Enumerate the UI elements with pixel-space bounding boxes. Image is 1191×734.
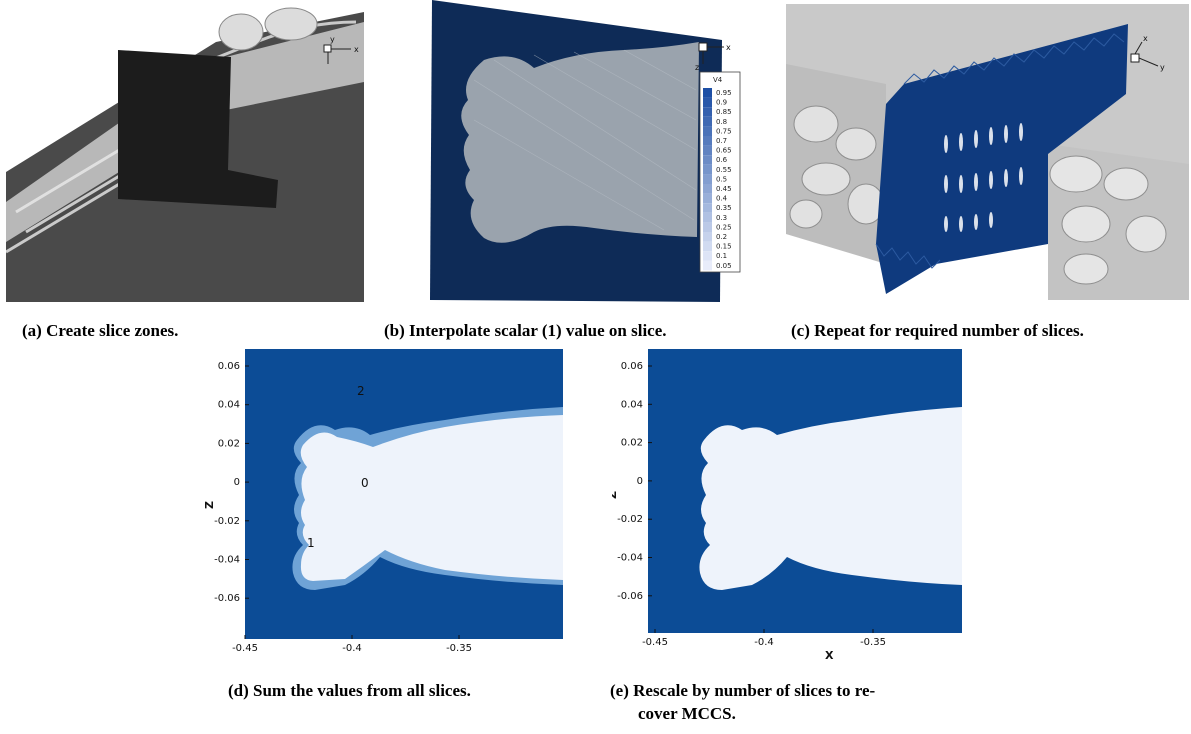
plot-e: 0.06 0.04 0.02 0 -0.02 -0.04 -0.06 -0.45 -0.4 -0… [612, 345, 964, 665]
y-tick-label: -0.06 [617, 591, 643, 602]
caption-c: (c) Repeat for required number of slices… [791, 321, 1084, 340]
legend-level-label: 0.7 [716, 137, 727, 145]
panel-e-image: 0.06 0.04 0.02 0 -0.02 -0.04 -0.06 -0.45 -0.4 -0… [612, 345, 964, 665]
plot-d: 0.06 0.04 0.02 0 -0.02 -0.04 -0.06 -0.45 -0.4 -0… [205, 345, 565, 665]
triad-x-label: x [1143, 34, 1148, 43]
legend-swatch [703, 260, 712, 271]
legend-swatch [703, 164, 712, 175]
legend: V4 0.95 0.90.85 0.80.75 0.7 0.650.6 0.550.5 0.… [699, 71, 741, 273]
legend-swatch [703, 232, 712, 242]
y-tick-label: -0.04 [617, 553, 643, 564]
mccs-region [699, 407, 962, 590]
legend-level-label: 0.25 [716, 223, 732, 231]
legend-level-label: 0.1 [716, 252, 727, 260]
slice-plane [118, 50, 278, 208]
region-label-outer: 2 [357, 384, 365, 398]
x-tick-label: -0.35 [860, 637, 886, 648]
panel-a-render: x y [6, 2, 364, 302]
legend-level-label: 0.8 [716, 118, 727, 126]
x-tick-label: -0.45 [642, 637, 668, 648]
legend-swatch [703, 212, 712, 223]
legend-swatch [703, 251, 712, 261]
caption-a: (a) Create slice zones. [22, 321, 179, 340]
legend-swatch [703, 126, 712, 136]
x-tick-label: -0.35 [446, 643, 472, 654]
legend-swatch [703, 107, 712, 117]
legend-level-label: 0.45 [716, 185, 732, 193]
legend-swatch [703, 222, 712, 232]
triad-z-label: z [695, 63, 699, 72]
legend-swatch [703, 184, 712, 194]
legend-level-label: 0.15 [716, 243, 732, 251]
y-tick-label: 0.06 [218, 361, 240, 372]
panel-d-image: 0.06 0.04 0.02 0 -0.02 -0.04 -0.06 -0.45 -0.4 -0… [205, 345, 565, 665]
legend-level-label: 0.65 [716, 147, 732, 155]
y-tick-label: 0 [637, 476, 643, 487]
panel-b-image: x z V4 0.95 0.9 0.85 0.8 0.75 0.7 0.65 0.6 0.55 0… [424, 0, 744, 302]
caption-d: (d) Sum the values from all slices. [228, 681, 471, 700]
legend-level-label: 0.3 [716, 214, 727, 222]
y-tick-label: 0.06 [621, 361, 643, 372]
legend-swatch [703, 193, 712, 204]
axis-triad: y x [1130, 34, 1165, 72]
legend-swatch [703, 88, 712, 98]
y-tick-label: 0.02 [218, 438, 240, 449]
legend-swatch [703, 203, 712, 213]
x-tick-label: -0.45 [232, 643, 258, 654]
legend-title: V4 [713, 76, 723, 84]
legend-swatch [703, 116, 712, 127]
axis-triad: x z [695, 42, 731, 72]
legend-level-label: 0.5 [716, 175, 727, 183]
axis-triad: x y [323, 35, 359, 64]
x-axis-label: X [825, 649, 834, 662]
x-tick-label: -0.4 [754, 637, 774, 648]
legend-level-label: 0.95 [716, 89, 732, 97]
triad-x-label: x [726, 43, 731, 52]
panel-c-image: y x [786, 4, 1189, 300]
y-tick-label: -0.06 [214, 593, 240, 604]
y-tick-label: 0 [234, 477, 240, 488]
x-tick-label: -0.4 [342, 643, 362, 654]
legend-swatch [703, 155, 712, 165]
slice-stack [876, 24, 1128, 294]
legend-swatch [703, 174, 712, 184]
caption-e-line2: cover MCCS. [638, 704, 736, 723]
panel-c-render: y x [786, 4, 1189, 300]
triad-y-label: y [330, 35, 335, 44]
legend-level-label: 0.6 [716, 156, 728, 164]
legend-level-label: 0.9 [716, 99, 727, 107]
legend-swatch [703, 145, 712, 156]
y-axis-label: Z [205, 501, 216, 509]
triad-x-label: x [354, 45, 359, 54]
legend-level-label: 0.05 [716, 262, 732, 270]
y-axis-label: Z [612, 491, 619, 499]
legend-swatch [703, 241, 712, 252]
caption-e-line1: (e) Rescale by number of slices to re- [610, 681, 876, 700]
inner-region [300, 415, 563, 581]
y-tick-label: 0.04 [218, 400, 240, 411]
legend-level-label: 0.4 [716, 195, 728, 203]
wavy-surface [6, 22, 364, 242]
y-tick-label: -0.04 [214, 555, 240, 566]
caption-b: (b) Interpolate scalar (1) value on slic… [384, 321, 667, 340]
y-tick-label: -0.02 [617, 514, 643, 525]
legend-level-label: 0.55 [716, 166, 732, 174]
y-tick-label: 0.02 [621, 438, 643, 449]
legend-level-label: 0.35 [716, 204, 732, 212]
y-tick-label: 0.04 [621, 399, 643, 410]
region-label-edge: 1 [307, 536, 315, 550]
panel-b-render: x z V4 0.950.90.850.80.750.70.650.60.550… [424, 0, 744, 302]
legend-swatch [703, 136, 712, 146]
interpolated-region [461, 42, 699, 243]
legend-level-label: 0.75 [716, 127, 732, 135]
legend-level-label: 0.85 [716, 108, 732, 116]
y-tick-label: -0.02 [214, 516, 240, 527]
panel-a-image: x y [6, 2, 364, 302]
region-label-inner: 0 [361, 476, 369, 490]
legend-swatch [703, 97, 712, 108]
legend-level-label: 0.2 [716, 233, 727, 241]
triad-y-label: y [1160, 63, 1165, 72]
